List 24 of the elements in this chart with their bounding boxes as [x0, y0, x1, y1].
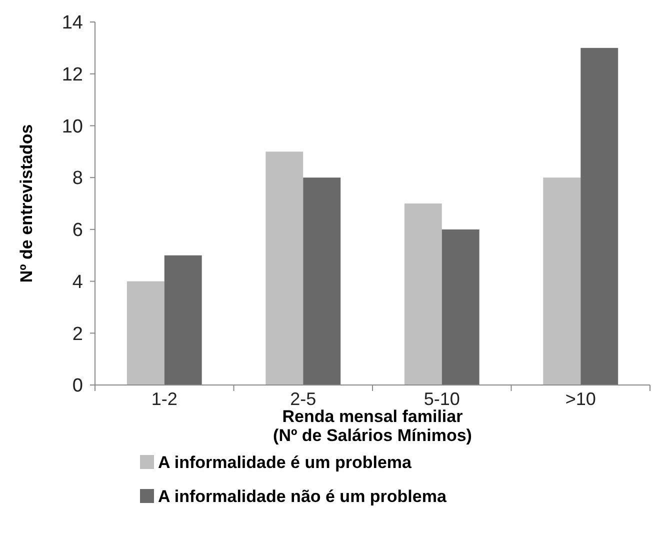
- x-tick-label: >10: [565, 389, 596, 409]
- bar: [580, 48, 618, 385]
- y-tick-label: 10: [62, 116, 83, 138]
- x-tick-label: 2-5: [290, 389, 316, 409]
- bar: [303, 178, 341, 385]
- legend-label: A informalidade não é um problema: [158, 486, 447, 506]
- x-tick-label: 5-10: [424, 389, 460, 409]
- bar: [266, 152, 304, 385]
- legend-label: A informalidade é um problema: [158, 452, 412, 472]
- y-tick-label: 6: [72, 220, 83, 242]
- bar: [442, 229, 480, 385]
- y-tick-label: 8: [72, 168, 83, 190]
- bar: [126, 281, 164, 385]
- bar: [543, 178, 581, 385]
- bar: [404, 204, 442, 385]
- y-tick-label: 14: [62, 12, 84, 34]
- y-tick-label: 4: [72, 272, 84, 293]
- y-tick-label: 0: [72, 376, 83, 397]
- y-tick-label: 2: [72, 324, 83, 345]
- y-axis-title: Nº de entrevistados: [16, 124, 36, 283]
- x-axis-title: Renda mensal familiar (Nº de Salários Mínimos): [273, 407, 472, 445]
- x-tick-label: 1-2: [151, 389, 178, 409]
- y-tick-label: 12: [62, 64, 83, 86]
- bar: [164, 255, 202, 385]
